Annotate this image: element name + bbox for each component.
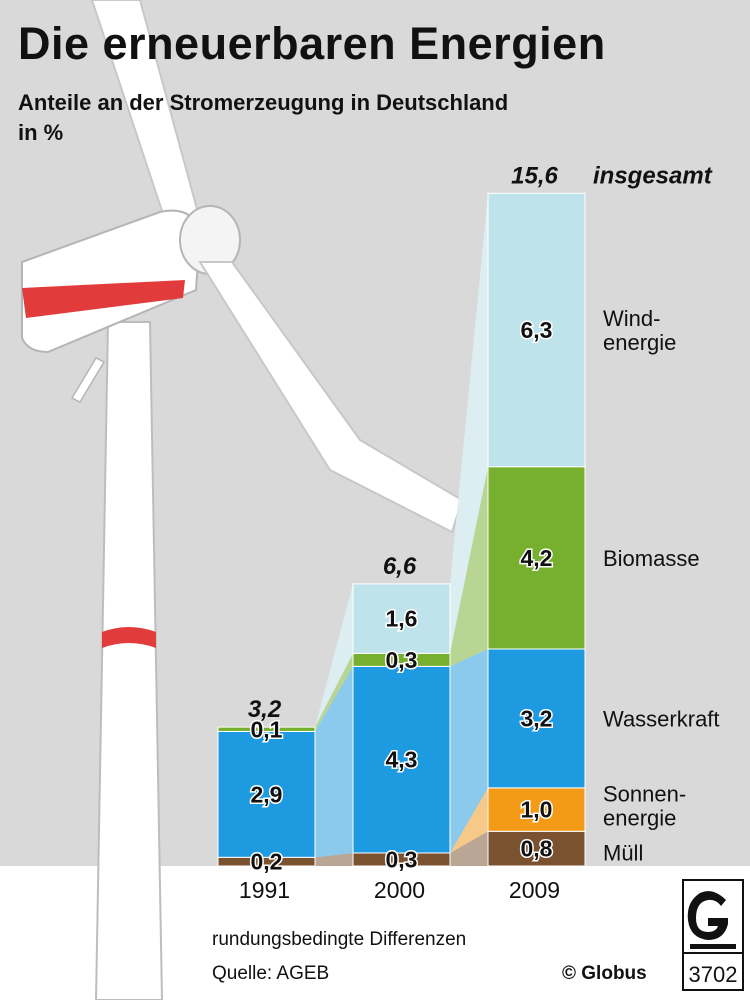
x-axis-labels: 1991 2000 2009 — [239, 877, 560, 903]
turbine-nacelle — [21, 209, 202, 354]
value-label-sonnenenergie-2009: 1,0 — [521, 797, 553, 823]
bar-sonnenenergie-2009 — [487, 787, 586, 832]
wind-turbine-illustration — [21, 0, 464, 1001]
value-label-windenergie-2009: 6,3 — [521, 317, 553, 343]
bar-connectors — [315, 193, 488, 866]
legend-label-line: Wasserkraft — [603, 706, 720, 731]
page-title: Die erneuerbaren Energien — [18, 18, 606, 69]
stacked-bars — [217, 192, 586, 867]
legend-label-line: Biomasse — [603, 546, 700, 571]
globus-logo-underline — [690, 944, 736, 949]
connector-windenergie-1991-2000 — [315, 583, 353, 728]
globus-logo: 3702 — [682, 879, 744, 991]
legend-label-line: Wind- — [603, 306, 660, 331]
value-label-biomasse-2009: 4,2 — [521, 545, 553, 571]
value-label-müll-1991: 0,2 — [251, 849, 283, 875]
value-labels: 0,2 0,3 0,81,02,94,33,20,10,34,21,66,3 — [249, 316, 554, 877]
bar-windenergie-2000 — [352, 583, 451, 654]
connector-müll-2000-2009 — [450, 831, 488, 866]
bar-wasserkraft-2000 — [352, 665, 451, 854]
subtitle-line-1: Anteile an der Stromerzeugung in Deutsch… — [18, 90, 509, 115]
globus-logo-number: 3702 — [689, 962, 738, 987]
connector-windenergie-2000-2009 — [450, 193, 488, 654]
value-label-biomasse-1991: 0,1 — [251, 716, 283, 742]
connector-biomasse-2000-2009 — [450, 466, 488, 667]
connector-biomasse-1991-2000 — [315, 653, 353, 732]
total-suffix-label: insgesamt — [593, 162, 713, 189]
legend-label-line: energie — [603, 330, 676, 355]
connector-wasserkraft-1991-2000 — [315, 666, 353, 858]
footnote-rounding: rundungsbedingte Differenzen — [212, 929, 467, 950]
total-label-2000: 6,6 — [383, 553, 417, 580]
value-label-windenergie-2000: 1,6 — [386, 606, 418, 632]
turbine-blade-tip — [70, 357, 106, 403]
value-label-biomasse-2000: 0,3 — [386, 647, 418, 673]
legend-label-sonnenenergie: Sonnen-energie — [603, 782, 686, 831]
turbine-tower-band — [102, 627, 156, 648]
globus-logo-mark — [687, 891, 728, 940]
bar-wasserkraft-1991 — [217, 730, 316, 858]
x-tick-label-2000: 2000 — [374, 877, 425, 903]
source-label: Quelle: AGEB — [212, 963, 330, 984]
legend: Müll Sonnen-energie Wasserkraft Biomasse Win… — [603, 306, 720, 866]
connector-müll-1991-2000 — [315, 852, 353, 866]
bar-biomasse-1991 — [217, 726, 316, 732]
value-label-wasserkraft-2000: 4,3 — [386, 747, 418, 773]
connector-wasserkraft-2000-2009 — [450, 649, 488, 853]
bar-windenergie-2009 — [487, 192, 586, 468]
x-tick-label-1991: 1991 — [239, 877, 290, 903]
total-labels: 3,2 6,6 15,6 insgesamt — [248, 162, 713, 723]
total-label-2009: 15,6 — [511, 162, 558, 189]
bar-biomasse-2009 — [487, 466, 586, 650]
legend-label-line: Müll — [603, 841, 643, 866]
legend-label-line: Sonnen- — [603, 782, 686, 807]
value-label-müll-2000: 0,3 — [386, 846, 418, 872]
turbine-nacelle-stripe — [22, 280, 185, 318]
total-label-1991: 3,2 — [248, 696, 282, 723]
value-label-müll-2009: 0,8 — [521, 836, 553, 862]
turbine-tower — [94, 321, 164, 1001]
legend-label-windenergie: Wind-energie — [603, 306, 676, 355]
legend-label-müll: Müll — [603, 841, 643, 866]
legend-label-wasserkraft: Wasserkraft — [603, 706, 720, 731]
page-subtitle: Anteile an der Stromerzeugung in Deutsch… — [18, 88, 508, 148]
subtitle-unit: in % — [18, 120, 64, 145]
legend-label-biomasse: Biomasse — [603, 546, 700, 571]
x-tick-label-2009: 2009 — [509, 877, 560, 903]
value-label-wasserkraft-1991: 2,9 — [251, 781, 283, 807]
legend-label-line: energie — [603, 806, 676, 831]
value-label-wasserkraft-2009: 3,2 — [521, 705, 553, 731]
copyright-credit: © Globus — [562, 963, 647, 984]
